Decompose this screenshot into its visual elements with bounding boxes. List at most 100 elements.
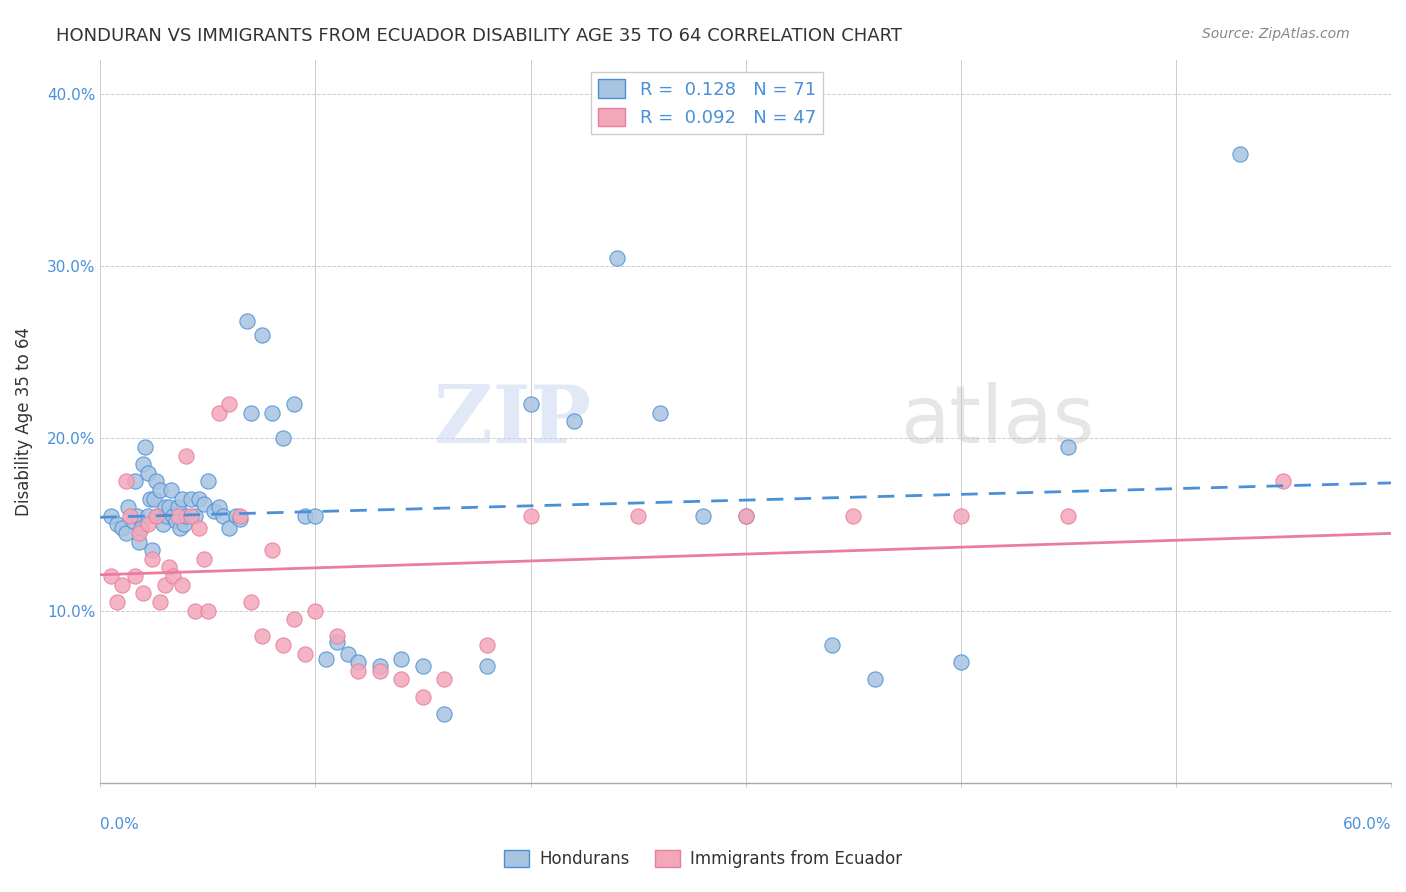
Point: [294, 508, 316, 523]
Point: [202, 503, 225, 517]
Point: [143, 491, 166, 506]
Point: [1272, 475, 1295, 489]
Point: [262, 405, 284, 419]
Point: [184, 603, 207, 617]
Point: [193, 552, 215, 566]
Point: [627, 508, 650, 523]
Point: [162, 508, 184, 523]
Point: [197, 475, 219, 489]
Point: [124, 569, 146, 583]
Point: [391, 673, 413, 687]
Text: HONDURAN VS IMMIGRANTS FROM ECUADOR DISABILITY AGE 35 TO 64 CORRELATION CHART: HONDURAN VS IMMIGRANTS FROM ECUADOR DISA…: [56, 27, 903, 45]
Point: [149, 595, 172, 609]
Point: [304, 508, 326, 523]
Point: [128, 534, 150, 549]
Point: [391, 651, 413, 665]
Point: [107, 517, 129, 532]
Point: [368, 664, 391, 678]
Text: atlas: atlas: [900, 382, 1095, 460]
Point: [162, 569, 184, 583]
Point: [648, 405, 671, 419]
Point: [157, 560, 180, 574]
Point: [153, 577, 176, 591]
Point: [218, 397, 240, 411]
Point: [271, 638, 294, 652]
Point: [132, 457, 155, 471]
Point: [100, 508, 122, 523]
Point: [111, 577, 134, 591]
Point: [347, 664, 370, 678]
Point: [121, 514, 143, 528]
Point: [160, 483, 183, 497]
Point: [176, 449, 198, 463]
Point: [100, 569, 122, 583]
Point: [166, 508, 188, 523]
Point: [250, 328, 273, 343]
Point: [326, 629, 349, 643]
Point: [433, 673, 456, 687]
Point: [412, 690, 434, 704]
Point: [115, 526, 138, 541]
Point: [734, 508, 756, 523]
Point: [1229, 147, 1251, 161]
Point: [562, 414, 585, 428]
Point: [842, 508, 865, 523]
Point: [165, 514, 187, 528]
Point: [207, 405, 229, 419]
Y-axis label: Disability Age 35 to 64: Disability Age 35 to 64: [15, 326, 32, 516]
Point: [863, 673, 886, 687]
Point: [176, 508, 198, 523]
Point: [128, 526, 150, 541]
Text: Source: ZipAtlas.com: Source: ZipAtlas.com: [1202, 27, 1350, 41]
Point: [229, 508, 252, 523]
Point: [120, 508, 142, 523]
Point: [141, 552, 163, 566]
Point: [145, 475, 167, 489]
Point: [949, 655, 972, 669]
Point: [169, 521, 191, 535]
Point: [734, 508, 756, 523]
Point: [821, 638, 844, 652]
Point: [188, 521, 211, 535]
Point: [152, 517, 174, 532]
Point: [134, 440, 156, 454]
Point: [606, 251, 628, 265]
Point: [132, 586, 155, 600]
Point: [125, 508, 148, 523]
Text: ZIP: ZIP: [433, 382, 591, 460]
Point: [519, 397, 541, 411]
Point: [271, 431, 294, 445]
Point: [136, 466, 159, 480]
Point: [1057, 440, 1080, 454]
Point: [129, 521, 152, 535]
Point: [262, 543, 284, 558]
Point: [692, 508, 714, 523]
Point: [519, 508, 541, 523]
Point: [124, 475, 146, 489]
Point: [166, 500, 188, 515]
Point: [153, 500, 176, 515]
Point: [235, 314, 257, 328]
Point: [141, 543, 163, 558]
Point: [136, 508, 159, 523]
Point: [157, 500, 180, 515]
Point: [326, 634, 349, 648]
Point: [315, 651, 337, 665]
Point: [170, 491, 193, 506]
Point: [107, 595, 129, 609]
Point: [218, 521, 240, 535]
Point: [239, 405, 262, 419]
Point: [225, 508, 247, 523]
Point: [1057, 508, 1080, 523]
Point: [180, 491, 202, 506]
Point: [239, 595, 262, 609]
Point: [156, 508, 179, 523]
Point: [138, 491, 160, 506]
Point: [283, 612, 305, 626]
Legend: R =  0.128   N = 71, R =  0.092   N = 47: R = 0.128 N = 71, R = 0.092 N = 47: [591, 72, 823, 135]
Point: [477, 638, 499, 652]
Point: [477, 658, 499, 673]
Point: [148, 508, 170, 523]
Point: [949, 508, 972, 523]
Legend: Hondurans, Immigrants from Ecuador: Hondurans, Immigrants from Ecuador: [498, 843, 908, 875]
